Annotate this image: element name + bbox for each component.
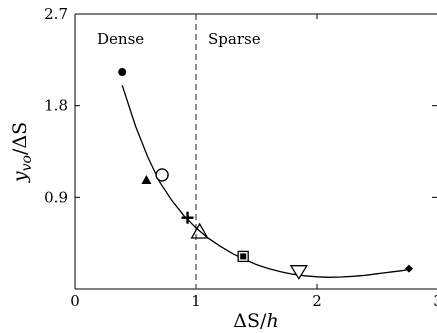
x-axis-label: ΔS/h — [233, 310, 278, 332]
x-tick-label: 2 — [312, 292, 322, 310]
data-point-open-circle — [155, 168, 169, 182]
marker-open-circle — [155, 168, 169, 182]
fit-curve — [121, 85, 410, 278]
region-label-dense: Dense — [97, 30, 144, 48]
y-axis-label-sub: vo — [19, 155, 35, 171]
region-label-sparse: Sparse — [208, 30, 261, 48]
x-axis-label-italic: h — [266, 310, 278, 332]
y-tick-label: 2.7 — [44, 5, 68, 23]
marker-open-triangle — [190, 222, 209, 239]
labels: 0.9 1.8 2.7 0 1 2 3 Dense Sparse yvo/ΔS ΔS/h — [9, 5, 437, 332]
marker-open-down-triangle — [289, 265, 309, 280]
x-tick-label: 0 — [70, 292, 80, 310]
y-tick-label: 1.8 — [44, 97, 68, 115]
marker-filled-diamond — [404, 264, 413, 273]
marker-filled-triangle — [141, 175, 152, 185]
data-point-filled-triangle — [141, 175, 152, 185]
x-axis-label-base: ΔS/ — [233, 310, 267, 332]
axes — [74, 13, 437, 290]
marker-square-inner — [240, 253, 247, 260]
data-point-boxed-square — [237, 250, 249, 263]
data-point-open-down-triangle — [289, 265, 309, 280]
y-axis-label-tail: /ΔS — [9, 122, 31, 155]
data-points — [118, 68, 413, 280]
y-axis-label-main: y — [9, 171, 31, 183]
x-tick-label: 1 — [191, 292, 201, 310]
data-point-filled-diamond — [404, 264, 413, 273]
marker-filled-circle — [118, 68, 127, 77]
x-tick-label: 3 — [433, 292, 437, 310]
data-point-open-triangle — [190, 222, 209, 239]
y-tick-label: 0.9 — [44, 188, 68, 206]
data-point-plus — [181, 211, 194, 224]
y-axis-label: yvo/ΔS — [9, 122, 35, 183]
data-point-filled-circle — [118, 68, 127, 77]
fit-curve-layer — [121, 85, 410, 278]
